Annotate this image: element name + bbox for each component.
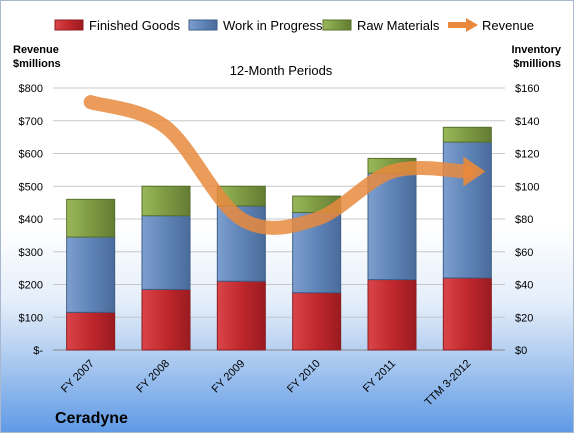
stacked-bars	[66, 126, 492, 351]
right-tick-label: $140	[515, 116, 539, 128]
bar-segment-finished-goods	[442, 277, 492, 351]
right-tick-label: $0	[515, 345, 527, 357]
left-tick-label: $-	[33, 345, 43, 357]
legend-swatch-finished-goods	[54, 19, 84, 31]
bar-segment-raw-materials	[442, 126, 492, 143]
x-tick-label: FY 2010	[285, 358, 323, 396]
legend-label-revenue: Revenue	[482, 18, 534, 33]
bar-segment-raw-materials	[66, 198, 116, 238]
left-axis-title-line2: $millions	[13, 58, 61, 70]
x-tick-label: TTM 3-2012	[423, 358, 474, 409]
left-tick-label: $200	[19, 280, 43, 292]
legend-swatch-raw-materials	[322, 19, 352, 31]
legend-label-raw-materials: Raw Materials	[357, 18, 440, 33]
bar-segment-finished-goods	[292, 292, 342, 351]
bar-segment-raw-materials	[141, 185, 191, 217]
x-tick-label: FY 2011	[361, 358, 398, 395]
legend-swatch-work-in-progress	[188, 19, 218, 31]
left-tick-label: $500	[19, 181, 43, 193]
x-axis-ticks: FY 2007 FY 2008 FY 2009 FY 2010 FY 2011 TTM 3…	[59, 358, 473, 409]
left-tick-label: $600	[19, 149, 43, 161]
legend-swatch-arrowhead	[466, 18, 478, 32]
right-tick-label: $40	[515, 280, 533, 292]
left-tick-label: $700	[19, 116, 43, 128]
x-tick-label: FY 2008	[134, 358, 172, 396]
right-axis-title-line2: $millions	[513, 58, 561, 70]
left-tick-label: $400	[19, 214, 43, 226]
legend: Finished Goods Work in Progress Raw Materi…	[54, 18, 534, 33]
right-tick-label: $60	[515, 247, 533, 259]
bar-segment-work-in-progress	[141, 215, 191, 290]
bar-segment-work-in-progress	[367, 172, 417, 281]
right-tick-label: $20	[515, 312, 533, 324]
revenue-arrowhead	[463, 156, 486, 187]
revenue-line	[83, 95, 486, 235]
bar-segment-work-in-progress	[66, 236, 116, 313]
right-tick-label: $160	[515, 83, 539, 95]
x-tick-label: FY 2007	[59, 358, 97, 396]
left-tick-label: $800	[19, 83, 43, 95]
right-tick-label: $100	[515, 181, 539, 193]
legend-label-finished-goods: Finished Goods	[89, 18, 181, 33]
left-axis-title-line1: Revenue	[13, 44, 59, 56]
right-tick-label: $80	[515, 214, 533, 226]
bar-segment-finished-goods	[66, 311, 116, 351]
bar-segment-finished-goods	[367, 279, 417, 351]
legend-label-work-in-progress: Work in Progress	[223, 18, 323, 33]
bar-segment-finished-goods	[216, 280, 266, 351]
left-axis-ticks: $- $100 $200 $300 $400 $500 $600 $700 $800	[19, 83, 44, 357]
company-name: Ceradyne	[55, 410, 128, 427]
bar-segment-finished-goods	[141, 288, 191, 351]
chart-title: 12-Month Periods	[230, 63, 333, 78]
right-axis-title-line1: Inventory	[511, 44, 561, 56]
x-tick-label: FY 2009	[210, 358, 248, 396]
right-tick-label: $120	[515, 149, 539, 161]
right-axis-ticks: $0 $20 $40 $60 $80 $100 $120 $140 $160	[515, 83, 539, 357]
revenue-curve	[83, 95, 475, 235]
left-tick-label: $300	[19, 247, 43, 259]
left-tick-label: $100	[19, 312, 43, 324]
gridlines	[53, 87, 505, 351]
